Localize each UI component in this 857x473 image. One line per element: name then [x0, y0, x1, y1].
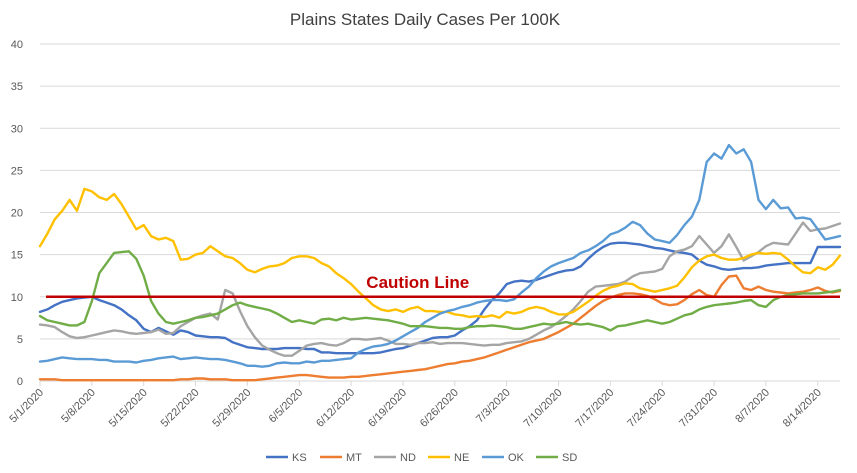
caution-line-label: Caution Line	[366, 273, 469, 292]
y-tick-label: 30	[11, 123, 23, 135]
x-tick-label: 6/12/2020	[314, 387, 357, 430]
legend-label-mt: MT	[346, 452, 362, 464]
series-line-nd	[38, 221, 842, 357]
y-tick-label: 20	[11, 208, 23, 220]
x-tick-label: 7/10/2020	[522, 387, 565, 430]
caution-line-annotation: Caution Line	[46, 273, 840, 298]
x-tick-label: 5/29/2020	[210, 387, 253, 430]
x-tick-label: 7/17/2020	[573, 387, 616, 430]
chart-title: Plains States Daily Cases Per 100K	[290, 10, 561, 29]
legend-label-ks: KS	[292, 452, 307, 464]
x-tick-label: 8/7/2020	[733, 387, 772, 426]
x-tick-label: 5/8/2020	[59, 387, 98, 426]
x-tick-label: 7/31/2020	[677, 387, 720, 430]
x-tick-label: 6/5/2020	[267, 387, 306, 426]
x-tick-label: 6/26/2020	[418, 387, 461, 430]
series-line-mt	[38, 274, 842, 382]
y-tick-label: 15	[11, 250, 23, 262]
y-tick-label: 0	[17, 376, 23, 388]
x-tick-label: 7/3/2020	[474, 387, 513, 426]
y-tick-label: 40	[11, 39, 23, 51]
x-tick-label: 5/22/2020	[159, 387, 202, 430]
y-tick-label: 5	[17, 334, 23, 346]
series-line-ne	[38, 187, 842, 319]
y-tick-label: 35	[11, 81, 23, 93]
series-lines	[38, 143, 842, 382]
legend-label-nd: ND	[400, 452, 416, 464]
series-line-ks	[38, 241, 842, 355]
x-tick-label: 7/24/2020	[625, 387, 668, 430]
series-line-ok	[38, 143, 842, 368]
x-tick-label: 6/19/2020	[366, 387, 409, 430]
legend: KS MT ND NE OK SD	[266, 452, 577, 464]
series-line-sd	[38, 250, 842, 332]
y-tick-label: 10	[11, 292, 23, 304]
legend-label-ne: NE	[454, 452, 469, 464]
y-tick-label: 25	[11, 165, 23, 177]
x-tick-label: 5/1/2020	[7, 387, 46, 426]
x-tick-label: 8/14/2020	[781, 387, 824, 430]
x-tick-label: 5/15/2020	[107, 387, 150, 430]
y-tick-labels: 0 5 10 15 20 25 30 35 40	[11, 39, 23, 388]
legend-label-sd: SD	[562, 452, 577, 464]
legend-label-ok: OK	[508, 452, 525, 464]
x-tick-labels: 5/1/2020 5/8/2020 5/15/2020 5/22/2020 5/29/2…	[7, 381, 824, 430]
